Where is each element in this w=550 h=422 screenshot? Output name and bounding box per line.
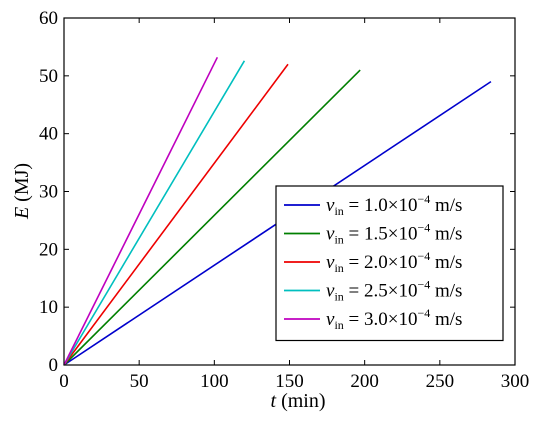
ticks-layer: 0 50 100 150 200 250 300 0 10 20 30 40 50 60: [39, 8, 529, 392]
x-tick-label-0: 0: [59, 371, 69, 392]
legend-label-3: vin = 2.5×10−4 m/s: [326, 278, 462, 304]
legend-box: [275, 185, 504, 342]
x-tick-label-6: 300: [501, 371, 530, 392]
y-tick-label-6: 60: [39, 8, 58, 29]
series-line-4: [63, 56, 219, 366]
y-tick-label-5: 50: [39, 66, 58, 87]
x-tick-label-4: 200: [350, 371, 379, 392]
legend-label-2: vin = 2.0×10−4 m/s: [326, 249, 462, 275]
legend-label-4: vin = 3.0×10−4 m/s: [326, 306, 462, 332]
y-axis-var: E: [11, 207, 33, 220]
x-axis-var: t: [271, 390, 277, 412]
legend-label-0: vin = 1.0×10−4 m/s: [326, 192, 462, 218]
y-tick-label-1: 10: [39, 297, 58, 318]
y-tick-label-0: 0: [49, 355, 59, 376]
legend-label-1: vin = 1.5×10−4 m/s: [326, 221, 462, 247]
x-tick-label-1: 50: [130, 371, 149, 392]
x-axis-unit: (min): [281, 390, 325, 412]
y-axis-label: E (MJ): [11, 163, 33, 220]
series-line-2: [63, 63, 289, 366]
x-tick-label-2: 100: [200, 371, 229, 392]
y-tick-label-3: 30: [39, 182, 58, 203]
x-tick-label-3: 150: [275, 371, 304, 392]
series-line-1: [63, 69, 361, 366]
y-tick-label-4: 40: [39, 124, 58, 145]
x-tick-label-5: 250: [426, 371, 455, 392]
y-tick-label-2: 20: [39, 239, 58, 260]
y-axis-unit: (MJ): [11, 163, 33, 202]
x-axis-label: t (min): [271, 390, 326, 412]
series-line-3: [63, 60, 246, 366]
